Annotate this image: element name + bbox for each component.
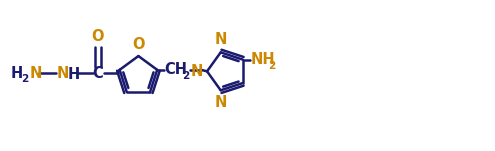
Text: N: N (29, 66, 42, 80)
Text: O: O (92, 29, 104, 44)
Text: N: N (214, 95, 227, 110)
Text: 2: 2 (21, 74, 29, 85)
Text: 2: 2 (268, 61, 276, 71)
Text: N: N (56, 66, 69, 80)
Text: N: N (191, 64, 203, 79)
Text: 2: 2 (182, 71, 189, 81)
Text: O: O (132, 37, 145, 52)
Text: H: H (10, 66, 23, 80)
Text: CH: CH (165, 62, 188, 77)
Text: N: N (214, 32, 227, 47)
Text: H: H (67, 67, 80, 82)
Text: C: C (93, 66, 103, 80)
Text: NH: NH (250, 52, 275, 67)
